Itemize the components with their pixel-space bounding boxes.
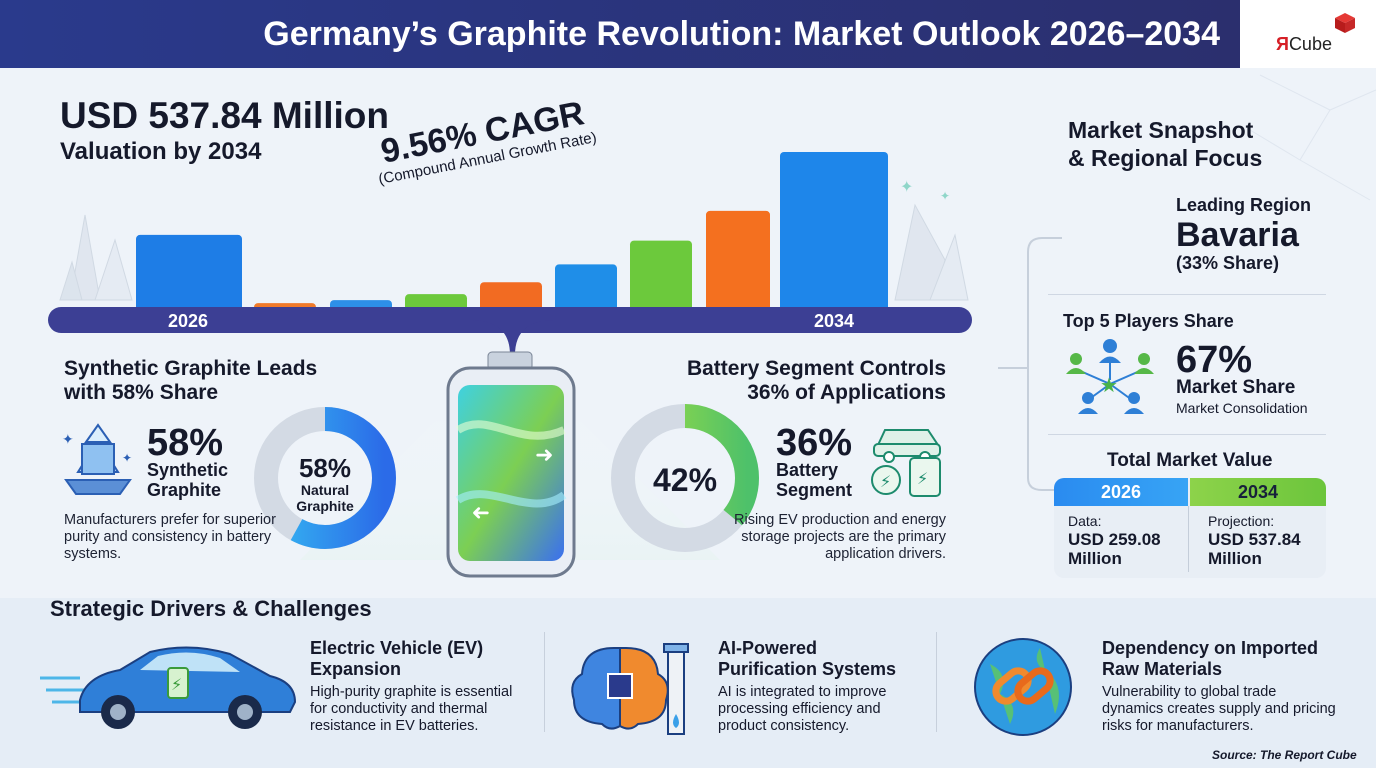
bar-6 xyxy=(630,240,692,312)
projection-value: USD 537.84 Million xyxy=(1208,530,1301,568)
svg-text:✦: ✦ xyxy=(940,189,950,203)
synthetic-pct: 58% xyxy=(147,422,224,464)
players-sub: Market Consolidation xyxy=(1176,400,1308,416)
globe-chain-icon xyxy=(974,638,1072,736)
driver-title-2: Dependency on Imported Raw Materials xyxy=(1102,638,1319,679)
driver-desc-2: Vulnerability to global trade dynamics c… xyxy=(1102,684,1336,734)
axis-label-end: 2034 xyxy=(814,311,854,331)
drivers-title: Strategic Drivers & Challenges xyxy=(50,596,372,621)
ai-brain-icon xyxy=(571,643,689,735)
data-label: Data: xyxy=(1068,513,1102,529)
synthetic-desc: Manufacturers prefer for superior purity… xyxy=(64,512,276,562)
battery-label-1: Battery xyxy=(776,460,839,480)
valuation-label: Valuation by 2034 xyxy=(60,138,262,165)
page-title: Germany’s Graphite Revolution: Market Ou… xyxy=(263,14,1220,53)
svg-text:✦: ✦ xyxy=(900,177,913,196)
ev-charger-icon: ⚡ ⚡ xyxy=(871,429,941,497)
divider xyxy=(1048,294,1326,295)
players-label: Market Share xyxy=(1176,377,1296,398)
svg-text:✦: ✦ xyxy=(122,451,132,465)
tmv-title: Total Market Value xyxy=(1107,450,1273,471)
bar-4 xyxy=(480,282,542,312)
crystal-icon: ✦ ✦ xyxy=(62,423,132,495)
region-share: (33% Share) xyxy=(1176,253,1280,273)
battery-title: Battery Segment Controls 36% of Applicat… xyxy=(686,357,946,404)
svg-text:➜: ➜ xyxy=(472,500,490,525)
tab-2026: 2026 xyxy=(1054,478,1188,506)
driver-title-1: AI-Powered Purification Systems xyxy=(718,638,897,679)
driver-desc-0: High-purity graphite is essential for co… xyxy=(310,684,513,734)
synthetic-donut xyxy=(254,407,396,549)
svg-text:➜: ➜ xyxy=(535,443,553,468)
tab-2034: 2034 xyxy=(1190,478,1326,506)
divider xyxy=(1188,506,1189,572)
growth-chart: ✦ ✦ 2026 2034 ➜ ➜ ✦ ✦ xyxy=(48,74,1376,578)
divider xyxy=(544,632,545,732)
driver-title-0: Electric Vehicle (EV) Expansion xyxy=(310,638,484,679)
snapshot-title: Market Snapshot & Regional Focus xyxy=(1068,117,1263,171)
svg-text:⚡: ⚡ xyxy=(171,675,182,694)
source-note: Source: The Report Cube xyxy=(1212,748,1357,762)
bar-8 xyxy=(780,152,888,312)
synthetic-donut-label: 58% Natural Graphite xyxy=(296,453,354,514)
battery-icon: ➜ ➜ xyxy=(446,351,576,578)
players-pct: 67% xyxy=(1176,339,1253,381)
battery-donut-label: 42% xyxy=(652,462,718,498)
bar-7 xyxy=(706,210,770,312)
logo-text: ЯCube xyxy=(1276,34,1332,54)
svg-text:✦: ✦ xyxy=(62,432,74,448)
data-value: USD 259.08 Million xyxy=(1068,530,1161,568)
region-label: Leading Region xyxy=(1176,195,1311,215)
players-network-icon: ★ xyxy=(1066,339,1154,414)
svg-text:⚡: ⚡ xyxy=(917,469,928,488)
battery-desc: Rising EV production and energy storage … xyxy=(734,512,946,562)
synthetic-label-2: Graphite xyxy=(147,480,222,500)
ev-car-icon: ⚡ xyxy=(40,646,297,729)
crystal-left-icon xyxy=(59,214,133,301)
page-title-bar: Germany’s Graphite Revolution: Market Ou… xyxy=(0,0,1240,68)
bar-5 xyxy=(555,264,617,312)
projection-label: Projection: xyxy=(1208,513,1275,529)
axis-label-start: 2026 xyxy=(168,311,208,331)
bar-0 xyxy=(136,234,242,312)
battery-label-2: Segment xyxy=(776,480,853,500)
crystal-right-icon xyxy=(894,203,969,301)
divider xyxy=(1048,434,1326,435)
players-title: Top 5 Players Share xyxy=(1063,311,1234,331)
synthetic-label-1: Synthetic xyxy=(147,460,229,480)
cube-icon xyxy=(1335,13,1355,33)
battery-donut xyxy=(611,404,759,552)
svg-text:★: ★ xyxy=(1100,373,1118,397)
driver-desc-1: AI is integrated to improve processing e… xyxy=(718,684,887,734)
region-value: Bavaria xyxy=(1176,216,1299,254)
svg-text:⚡: ⚡ xyxy=(880,472,891,491)
divider xyxy=(936,632,937,732)
battery-pct: 36% xyxy=(776,422,853,464)
valuation-amount: USD 537.84 Million xyxy=(60,95,389,136)
logo xyxy=(1240,0,1376,68)
synthetic-title: Synthetic Graphite Leads with 58% Share xyxy=(64,357,318,404)
